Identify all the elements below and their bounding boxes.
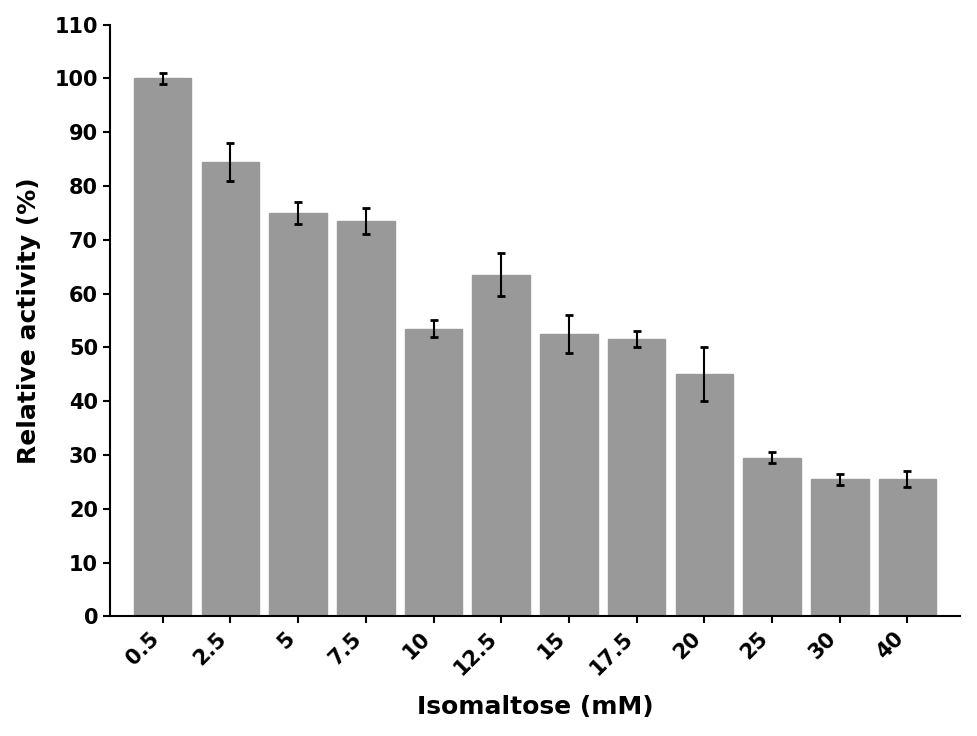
- Bar: [337, 221, 395, 616]
- Bar: [608, 339, 665, 616]
- Bar: [675, 375, 733, 616]
- Bar: [811, 479, 869, 616]
- Bar: [270, 213, 327, 616]
- Bar: [878, 479, 936, 616]
- Bar: [404, 328, 462, 616]
- Bar: [134, 79, 191, 616]
- Bar: [540, 334, 598, 616]
- Bar: [201, 162, 259, 616]
- Bar: [743, 458, 801, 616]
- X-axis label: Isomaltose (mM): Isomaltose (mM): [417, 696, 654, 719]
- Y-axis label: Relative activity (%): Relative activity (%): [17, 177, 41, 464]
- Bar: [473, 275, 530, 616]
